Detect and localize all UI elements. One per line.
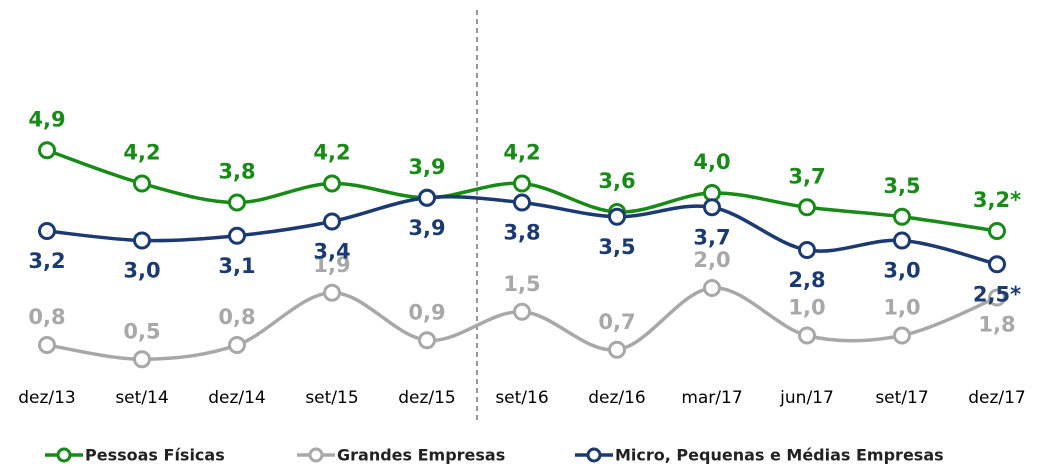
data-label: 1,9 — [313, 253, 350, 277]
data-label: 0,5 — [123, 319, 160, 343]
data-point — [418, 188, 436, 207]
legend-marker — [586, 447, 602, 463]
data-label: 3,1 — [218, 254, 255, 278]
data-point — [893, 326, 911, 345]
data-label: 4,2 — [123, 141, 160, 165]
data-point — [133, 231, 151, 250]
data-point — [418, 331, 436, 350]
data-point — [228, 226, 246, 245]
data-point — [38, 336, 56, 354]
data-label: 0,8 — [218, 305, 255, 329]
data-point — [133, 350, 151, 369]
data-label: 1,0 — [788, 296, 825, 320]
legend-marker — [308, 447, 324, 463]
x-tick-label: dez/17 — [968, 388, 1026, 408]
data-label: 3,7 — [788, 164, 825, 188]
data-point — [133, 174, 151, 193]
data-label: 1,0 — [883, 296, 920, 320]
x-tick-label: dez/16 — [588, 388, 646, 408]
data-label: 3,0 — [883, 259, 920, 283]
data-label: 3,7 — [693, 225, 730, 249]
x-tick-label: set/14 — [115, 388, 168, 408]
data-label: 2,8 — [788, 268, 825, 292]
data-label: 3,6 — [598, 169, 635, 193]
data-point — [798, 241, 816, 259]
data-point — [513, 302, 531, 321]
legend-label: Grandes Empresas — [337, 446, 505, 465]
data-point — [513, 193, 531, 212]
x-tick-label: mar/17 — [681, 388, 742, 408]
x-tick-label: dez/14 — [208, 388, 266, 408]
x-tick-label: set/16 — [495, 388, 548, 408]
data-point — [703, 279, 721, 297]
data-label: 3,9 — [408, 155, 445, 179]
data-label: 4,0 — [693, 150, 730, 174]
data-label: 0,7 — [598, 310, 635, 334]
data-label: 3,8 — [218, 160, 255, 184]
x-tick-label: set/15 — [305, 388, 358, 408]
data-label: 4,2 — [503, 141, 540, 165]
data-point — [38, 141, 56, 160]
data-label: 0,8 — [28, 305, 65, 329]
series-line — [46, 286, 998, 362]
legend-label: Pessoas Físicas — [85, 446, 225, 465]
data-point — [323, 174, 341, 193]
data-point — [798, 198, 816, 217]
data-point — [228, 193, 246, 212]
x-tick-label: set/17 — [875, 388, 928, 408]
data-label: 2,5* — [973, 282, 1021, 306]
data-label: 1,5 — [503, 272, 540, 296]
data-point — [323, 212, 341, 231]
legend-label: Micro, Pequenas e Médias Empresas — [615, 446, 944, 465]
data-label: 3,4 — [313, 240, 350, 264]
data-label: 1,8 — [978, 313, 1015, 337]
data-label: 3,5 — [883, 174, 920, 198]
data-label: 2,0 — [693, 248, 730, 272]
data-label: 3,9 — [408, 216, 445, 240]
data-label: 3,5 — [598, 235, 635, 259]
data-point — [608, 340, 626, 359]
data-point — [988, 222, 1006, 240]
data-point — [893, 231, 911, 250]
data-point — [798, 326, 816, 345]
data-label: 3,2* — [973, 188, 1021, 212]
x-tick-label: dez/13 — [18, 388, 76, 408]
data-label: 4,2 — [313, 141, 350, 165]
data-point — [513, 174, 531, 193]
data-point — [893, 207, 911, 226]
data-point — [38, 222, 56, 240]
data-label: 4,9 — [28, 107, 65, 131]
data-label: 3,2 — [28, 249, 65, 273]
data-label: 3,8 — [503, 221, 540, 245]
x-tick-label: dez/15 — [398, 388, 456, 408]
data-label: 0,9 — [408, 300, 445, 324]
data-point — [988, 288, 1006, 307]
data-point — [608, 207, 626, 226]
legend-marker — [56, 447, 72, 463]
x-tick-label: jun/17 — [779, 388, 834, 408]
data-point — [323, 283, 341, 302]
data-point — [228, 336, 246, 354]
data-label: 3,0 — [123, 259, 160, 283]
data-point — [988, 255, 1006, 274]
data-point — [703, 198, 721, 217]
